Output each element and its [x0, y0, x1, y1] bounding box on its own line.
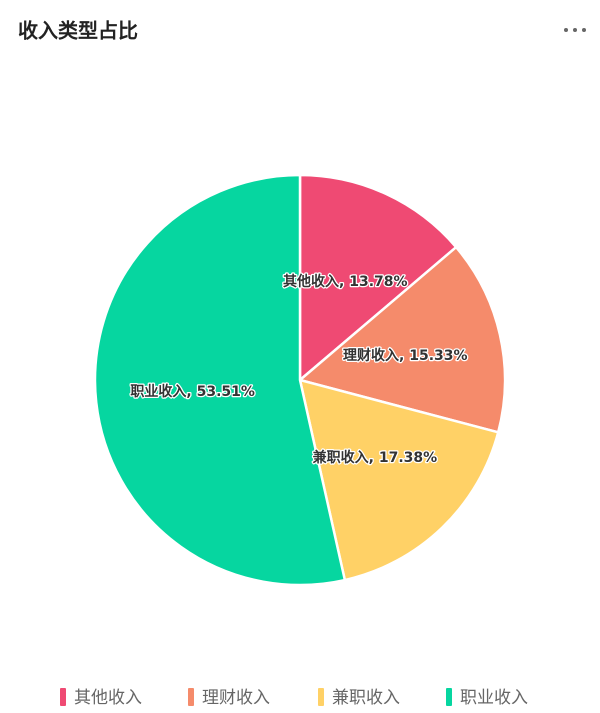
- more-menu[interactable]: [564, 28, 586, 32]
- legend-swatch: [446, 688, 452, 706]
- slice-label: 理财收入, 15.33%: [343, 347, 468, 364]
- legend-text: 其他收入: [74, 688, 142, 708]
- pie-slice: [297, 245, 507, 434]
- slice-label: 其他收入, 13.78%: [283, 273, 408, 290]
- legend-swatch: [188, 688, 194, 706]
- legend-item[interactable]: 理财收入: [188, 688, 270, 708]
- menu-dot: [573, 28, 577, 32]
- legend-text: 理财收入: [202, 688, 270, 708]
- legend-swatch: [318, 688, 324, 706]
- legend-item[interactable]: 其他收入: [60, 688, 142, 708]
- menu-dot: [582, 28, 586, 32]
- legend-item[interactable]: 兼职收入: [318, 688, 400, 708]
- legend-text: 职业收入: [460, 688, 528, 708]
- slice-label: 兼职收入, 17.38%: [313, 449, 438, 466]
- menu-dot: [564, 28, 568, 32]
- pie-slice: [298, 173, 458, 383]
- pie-slice: [93, 173, 347, 587]
- legend-swatch: [60, 688, 66, 706]
- legend-text: 兼职收入: [332, 688, 400, 708]
- chart-title: 收入类型占比: [18, 19, 138, 43]
- slice-label: 职业收入, 53.51%: [130, 383, 255, 400]
- pie-slice: [298, 378, 500, 582]
- legend-item[interactable]: 职业收入: [446, 688, 528, 708]
